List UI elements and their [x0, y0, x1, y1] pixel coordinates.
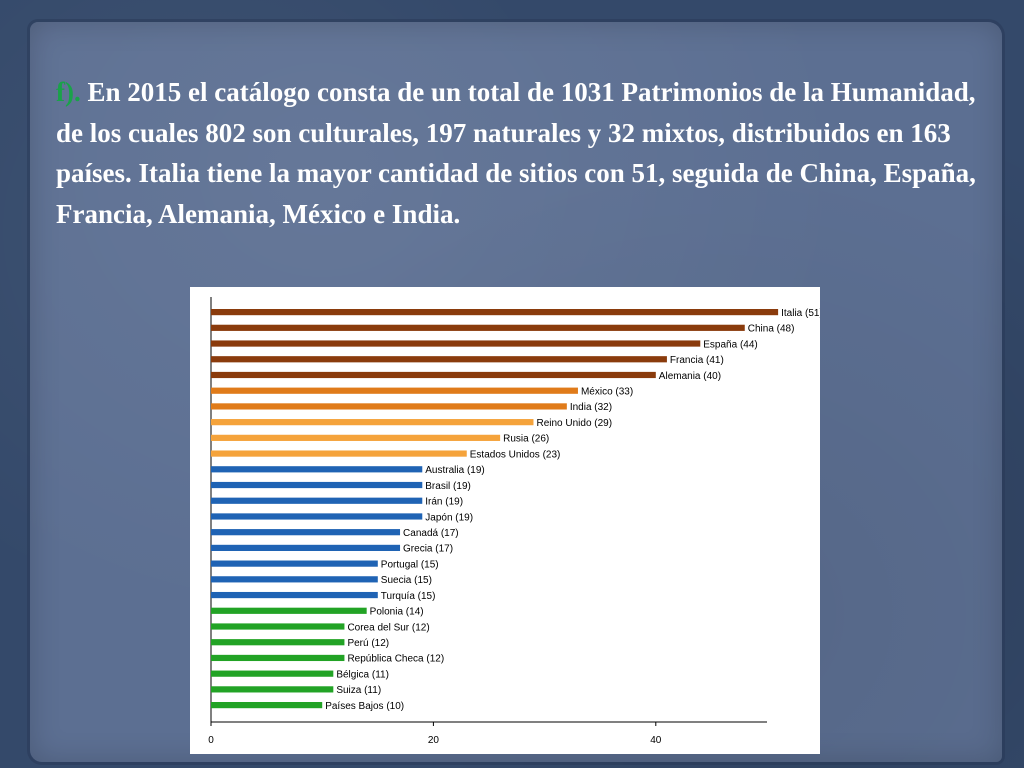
bar-label: Australia (19): [425, 465, 484, 476]
bar-japón: [211, 513, 423, 520]
item-marker: f).: [56, 77, 81, 107]
bar-label: Portugal (15): [381, 559, 439, 570]
caption-text: En 2015 el catálogo consta de un total d…: [56, 77, 976, 229]
bar-polonia: [211, 607, 367, 614]
bar-australia: [211, 466, 423, 473]
bar-label: Bélgica (11): [336, 669, 389, 680]
bar-label: Suiza (11): [336, 685, 381, 696]
bar-portugal: [211, 560, 378, 567]
bar-label: Brasil (19): [425, 481, 471, 492]
bar-suecia: [211, 576, 378, 583]
bar-italia: [211, 309, 779, 316]
x-tick-label: 40: [650, 735, 662, 746]
x-tick-label: 20: [428, 735, 440, 746]
bar-españa: [211, 340, 701, 347]
bar-label: Perú (12): [347, 638, 389, 649]
bar-perú: [211, 639, 345, 646]
bar-brasil: [211, 481, 423, 489]
bar-label: Italia (51): [781, 308, 820, 319]
bar-china: [211, 324, 745, 331]
bar-label: Francia (41): [670, 355, 724, 366]
bar-label: Polonia (14): [370, 607, 424, 618]
bar-label: China (48): [748, 324, 795, 335]
bar-label: España (44): [703, 339, 757, 350]
bar-label: Estados Unidos (23): [470, 449, 561, 460]
bar-label: Suecia (15): [381, 575, 432, 586]
bar-francia: [211, 356, 667, 363]
bar-label: Reino Unido (29): [536, 418, 612, 429]
bar-label: Grecia (17): [403, 544, 453, 555]
bar-label: Turquía (15): [381, 591, 436, 602]
bar-reino-unido: [211, 419, 534, 426]
bar-label: México (33): [581, 387, 633, 398]
bar-label: Países Bajos (10): [325, 701, 404, 712]
bar-chart: Italia (51) China (48) España (44) Francia …: [190, 287, 820, 754]
bar-rusia: [211, 434, 501, 441]
bar-label: Alemania (40): [659, 371, 721, 382]
bar-grecia: [211, 544, 401, 551]
bar-suiza: [211, 686, 334, 693]
slide-caption: f). En 2015 el catálogo consta de un tot…: [56, 72, 986, 234]
bar-label: República Checa (12): [347, 654, 444, 665]
bar-label: Corea del Sur (12): [347, 622, 429, 633]
bar-label: Irán (19): [425, 497, 463, 508]
bar-alemania: [211, 371, 656, 379]
bar-label: Canadá (17): [403, 528, 459, 539]
bar-label: India (32): [570, 402, 612, 413]
bar-turquía: [211, 591, 378, 599]
bar-países-bajos: [211, 702, 323, 709]
bar-label: Rusia (26): [503, 434, 549, 445]
bar-irán: [211, 497, 423, 504]
bar-canadá: [211, 529, 401, 536]
bar-india: [211, 403, 567, 410]
bar-bélgica: [211, 670, 334, 677]
bar-chart-svg: Italia (51) China (48) España (44) Francia …: [208, 297, 820, 746]
bar-méxico: [211, 387, 578, 394]
bar-label: Japón (19): [425, 512, 473, 523]
bar-corea-del-sur: [211, 623, 345, 630]
bar-república-checa: [211, 654, 345, 662]
bar-estados-unidos: [211, 450, 467, 457]
x-tick-label: 0: [208, 735, 214, 746]
